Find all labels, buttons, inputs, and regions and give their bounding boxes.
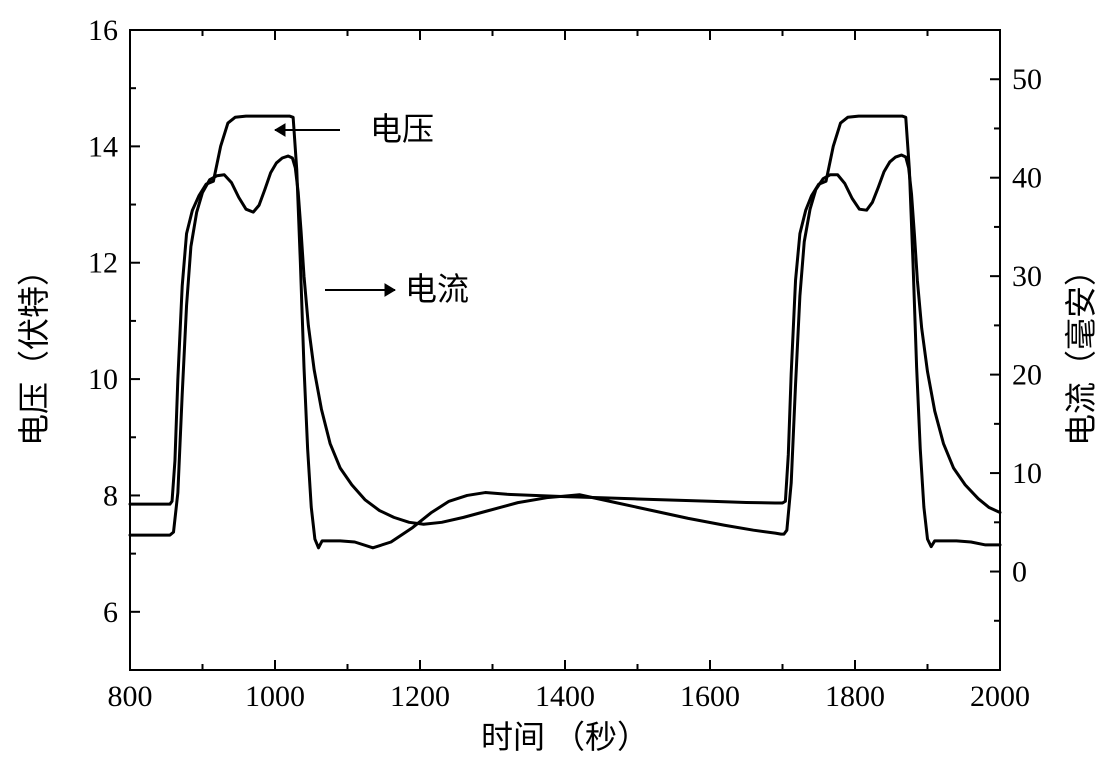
x-tick-label: 1000: [245, 680, 305, 713]
annotation-arrow-head: [385, 284, 395, 296]
y-left-tick-label: 10: [88, 363, 118, 396]
x-tick-label: 1800: [825, 680, 885, 713]
plot-frame: [130, 30, 1000, 670]
y-right-tick-label: 30: [1012, 260, 1042, 293]
y-right-axis-label: 电流（毫安）: [1063, 254, 1099, 446]
y-left-tick-label: 16: [88, 14, 118, 47]
annotation-arrow-head: [275, 124, 285, 136]
y-right-tick-label: 50: [1012, 63, 1042, 96]
chart-container: 800 1000 1200 1400 1600 1800 2000 时间 （秒） 6 8 10 12 1…: [0, 0, 1120, 782]
x-axis-label: 时间 （秒）: [481, 719, 649, 755]
y-right-tick-label: 0: [1012, 556, 1027, 589]
y-right-tick-label: 10: [1012, 457, 1042, 490]
voltage-annotation: 电压: [370, 111, 434, 147]
y-right-tick-label: 20: [1012, 359, 1042, 392]
current-line: [130, 155, 1000, 535]
current-annotation: 电流: [405, 271, 469, 307]
y-left-axis-label: 电压（伏特）: [16, 254, 52, 446]
x-tick-label: 1400: [535, 680, 595, 713]
y-left-tick-label: 14: [88, 130, 118, 163]
y-left-tick-label: 6: [103, 596, 118, 629]
y-left-tick-label: 8: [103, 479, 118, 512]
y-left-tick-label: 12: [88, 247, 118, 280]
chart-svg: 800 1000 1200 1400 1600 1800 2000 时间 （秒） 6 8 10 12 1…: [0, 0, 1120, 782]
voltage-line: [130, 116, 1000, 548]
x-tick-label: 2000: [970, 680, 1030, 713]
x-tick-label: 1600: [680, 680, 740, 713]
x-tick-label: 1200: [390, 680, 450, 713]
y-right-tick-label: 40: [1012, 162, 1042, 195]
x-tick-label: 800: [108, 680, 153, 713]
